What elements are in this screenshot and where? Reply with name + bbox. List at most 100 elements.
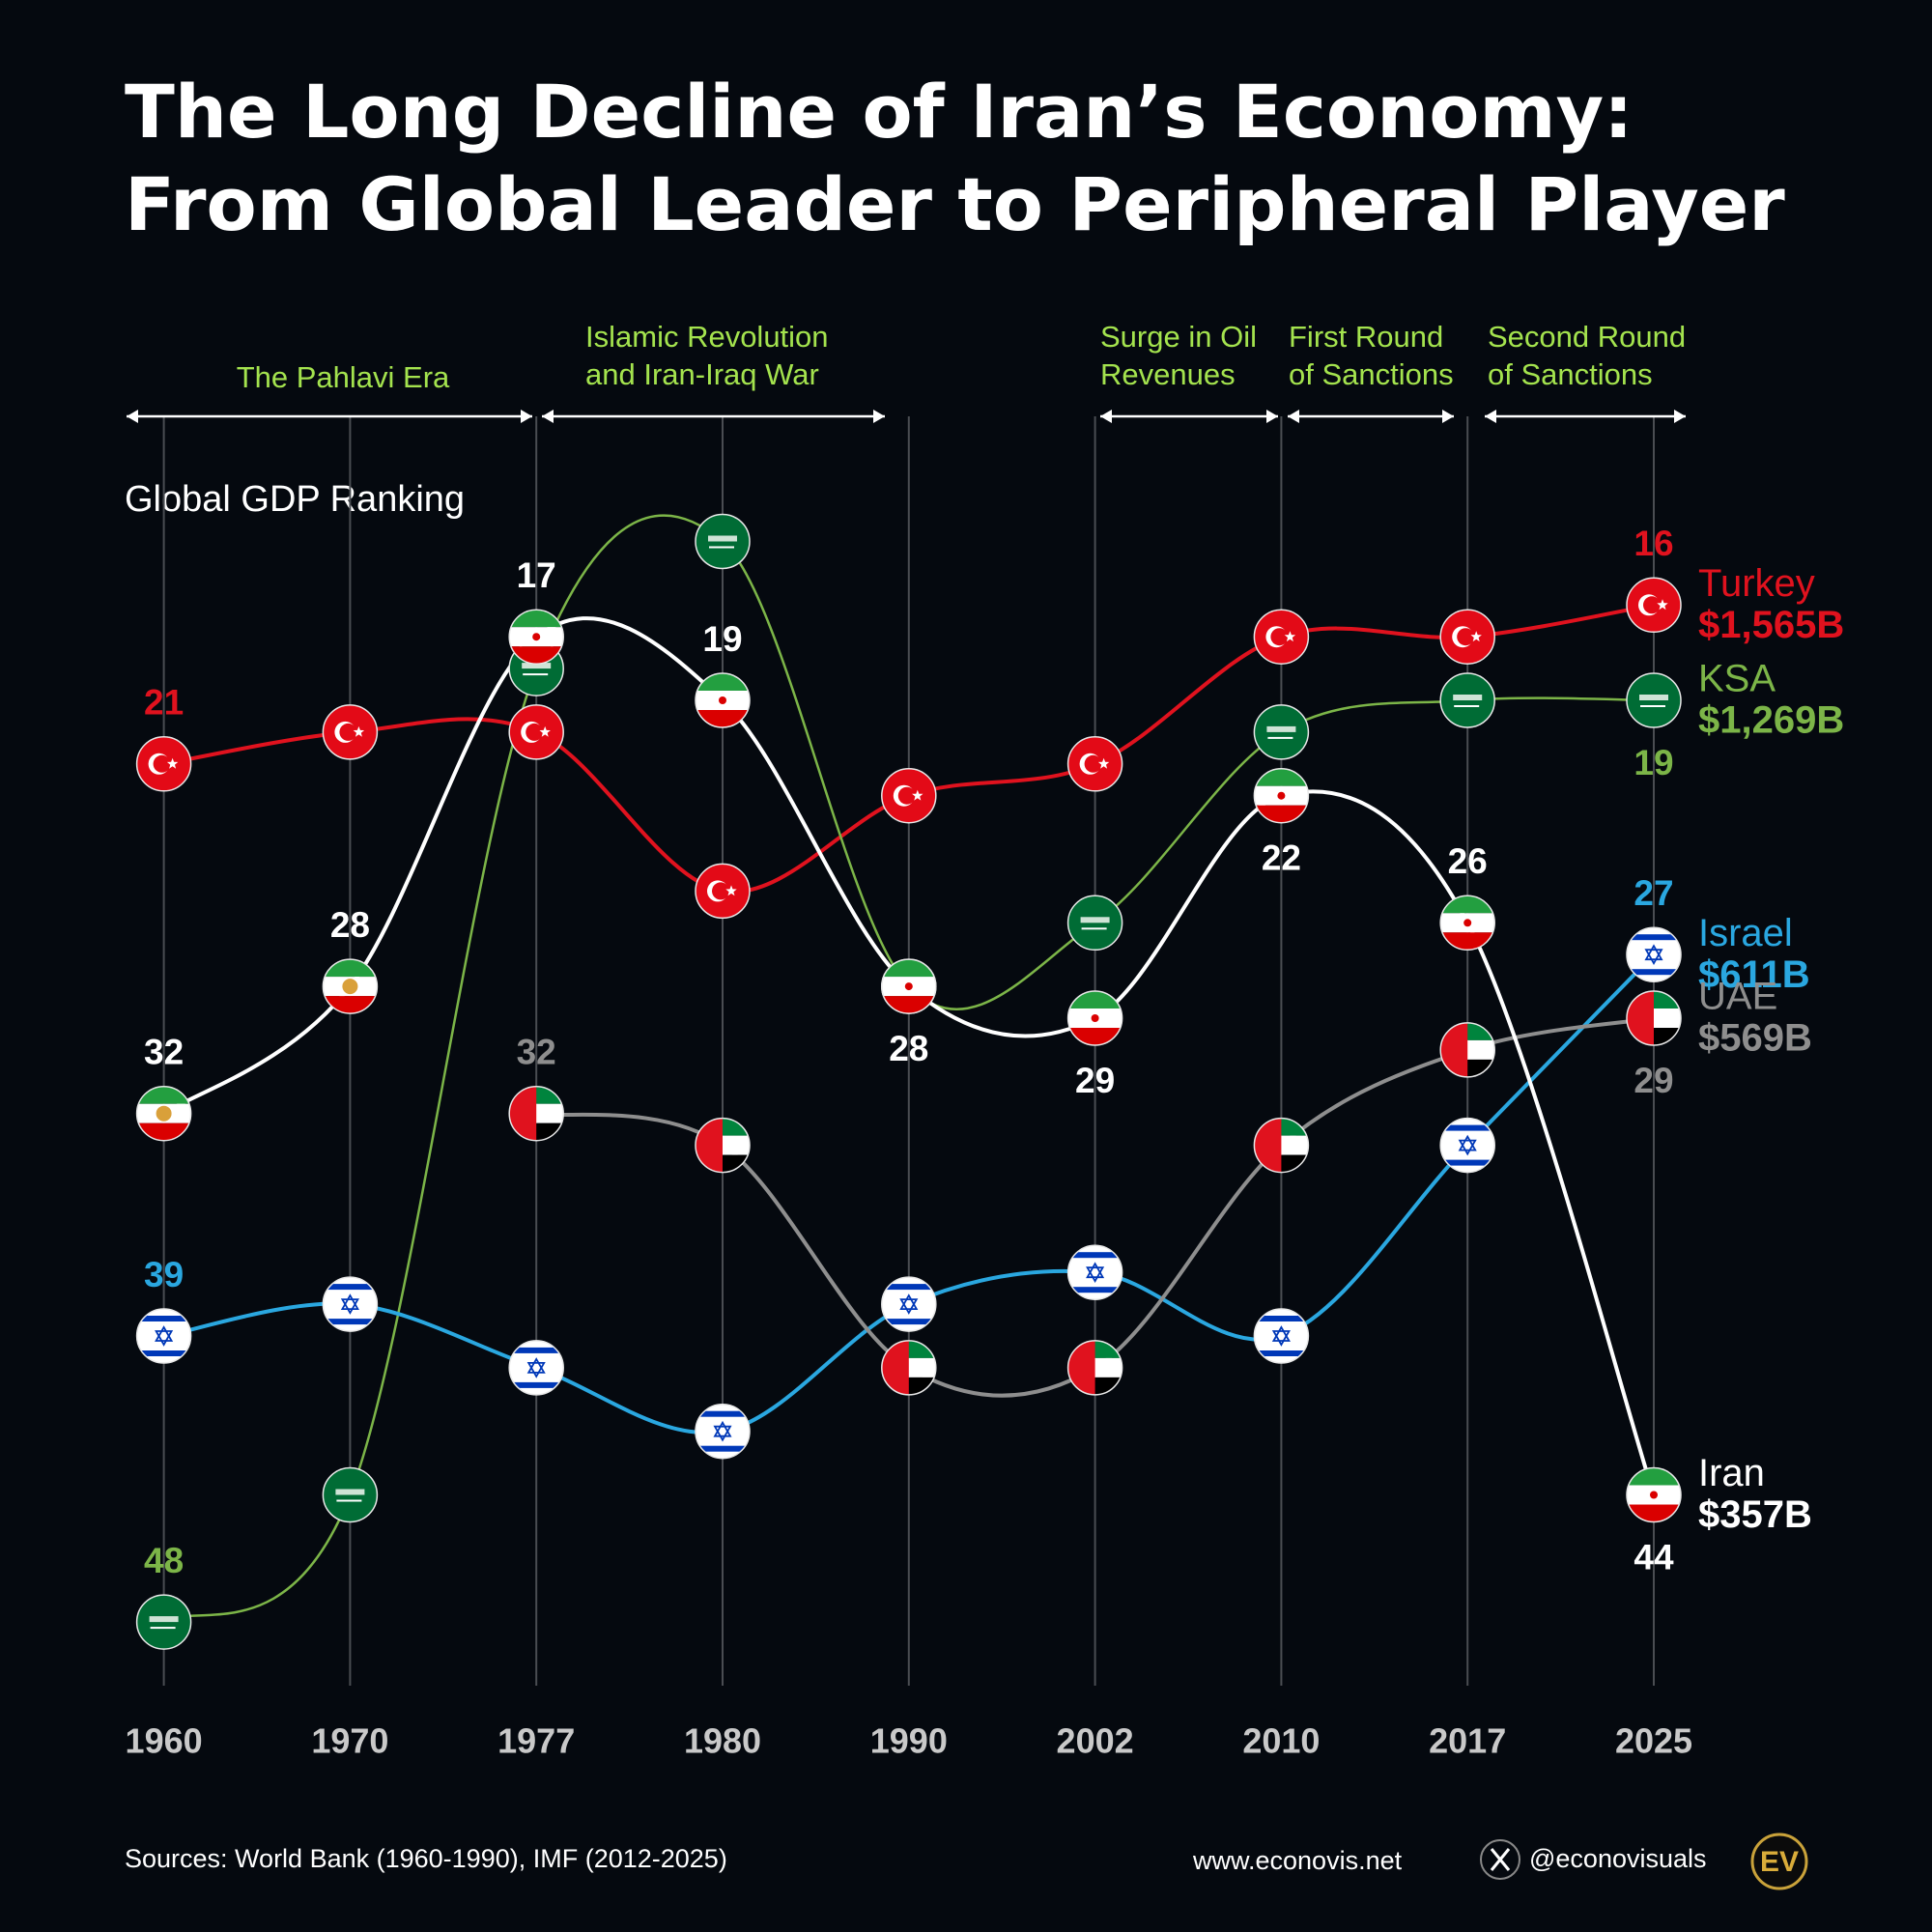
marker-ring [695, 1403, 751, 1460]
era-label: Surge in Oil [1100, 320, 1257, 354]
marker-ring [881, 1276, 937, 1332]
flag-emblem [1463, 919, 1472, 927]
marker [1439, 609, 1495, 665]
flag-star [912, 789, 923, 801]
marker-ring [1253, 609, 1310, 665]
flag [1627, 578, 1681, 633]
marker [695, 672, 751, 728]
flag-script [1639, 695, 1668, 700]
flag [1627, 991, 1681, 1045]
y-axis-label: Global GDP Ranking [125, 479, 465, 520]
arrow-head [1442, 410, 1454, 423]
flag-emblem [1091, 1014, 1099, 1022]
flag-stripe [1067, 1252, 1122, 1259]
marker [1253, 609, 1310, 665]
flag-script [708, 535, 737, 542]
series-line [162, 514, 1655, 1624]
marker-ring [508, 704, 564, 760]
flag-star [899, 1298, 919, 1315]
era-label: The Pahlavi Era [237, 360, 450, 394]
marker-ring [695, 672, 751, 728]
x-tick-label: 2010 [1242, 1721, 1320, 1761]
marker [322, 1466, 379, 1523]
flag-sword [523, 673, 549, 676]
flag-star [539, 725, 551, 737]
flag-stripe [509, 1347, 564, 1353]
arrow-head [1266, 410, 1278, 423]
logo-ring [1750, 1833, 1808, 1890]
handle: @econovisuals [1529, 1844, 1707, 1873]
marker-ring [322, 1276, 379, 1332]
marker [322, 958, 379, 1014]
marker-ring [1439, 895, 1495, 952]
value-label: 21 [144, 683, 184, 723]
marker-ring [135, 1085, 192, 1142]
value-label: 27 [1634, 873, 1673, 913]
marker-ring [1439, 1117, 1495, 1174]
flag-stripe [1254, 1316, 1309, 1321]
arrow-head [127, 410, 138, 423]
marker-ring [695, 1117, 751, 1174]
flag-emblem [342, 979, 358, 995]
marker-ring [1626, 1466, 1682, 1523]
marker-ring [1066, 1340, 1123, 1396]
flag-star [1086, 1266, 1105, 1284]
marker-ring [322, 704, 379, 760]
marker [1066, 895, 1123, 952]
flag-stripe [696, 1445, 750, 1452]
flag-sword [1640, 705, 1665, 707]
marker [508, 609, 564, 665]
arrow-head [521, 410, 532, 423]
flag-sword [336, 1499, 362, 1502]
source: Sources: World Bank (1960-1990), IMF (20… [125, 1844, 727, 1873]
marker-ring [1439, 672, 1495, 728]
marker-ring [322, 958, 379, 1014]
flag [1067, 1245, 1122, 1300]
era-label: Islamic Revolution [585, 320, 829, 354]
marker [322, 1276, 379, 1332]
marker-ring [695, 863, 751, 920]
flag [136, 1595, 191, 1650]
marker-ring [1626, 577, 1682, 634]
logo: EV [1760, 1846, 1799, 1878]
era-label: of Sanctions [1488, 357, 1653, 391]
flag-script [522, 663, 552, 669]
flag [1067, 895, 1122, 951]
marker-ring [508, 1085, 564, 1142]
flag-star [713, 1425, 732, 1442]
marker-ring [1626, 672, 1682, 728]
flag-star [1097, 757, 1110, 769]
flag [881, 1277, 936, 1332]
legend-value: $357B [1698, 1493, 1812, 1536]
flag [136, 1309, 191, 1363]
arrow-head [542, 410, 554, 423]
value-label: 32 [517, 1032, 556, 1071]
flag [509, 1340, 564, 1395]
marker [695, 863, 751, 920]
flag-star [340, 1293, 359, 1310]
flag-script [335, 1489, 365, 1495]
marker [695, 1403, 751, 1460]
flag-star [1657, 599, 1668, 611]
x-tick-label: 1980 [684, 1721, 761, 1761]
flag-script [1266, 725, 1296, 732]
flag [1067, 736, 1122, 791]
value-label: 22 [1262, 838, 1301, 877]
marker [1439, 895, 1495, 952]
flag-star [1458, 1134, 1477, 1151]
flag-script [1080, 917, 1110, 923]
website: www.econovis.net [1192, 1846, 1403, 1875]
flag [1627, 927, 1681, 982]
legend-name: UAE [1698, 976, 1777, 1018]
flag [881, 768, 936, 823]
legend-value: $569B [1698, 1017, 1812, 1060]
marker-ring [881, 1340, 937, 1396]
flag-stripe [1627, 934, 1681, 941]
x-tick-label: 1977 [497, 1721, 575, 1761]
flag-star [155, 1330, 174, 1347]
flag-stripe [323, 1284, 378, 1291]
flag-emblem [156, 1105, 172, 1122]
flag-star [1470, 631, 1482, 642]
value-label: 19 [702, 619, 742, 659]
flag [696, 864, 750, 919]
